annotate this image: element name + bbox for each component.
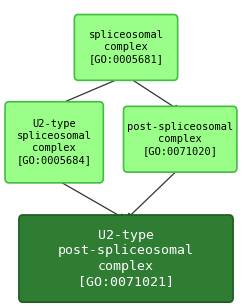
- FancyBboxPatch shape: [123, 106, 237, 172]
- FancyBboxPatch shape: [74, 15, 178, 80]
- Text: spliceosomal
complex
[GO:0005681]: spliceosomal complex [GO:0005681]: [88, 30, 164, 65]
- FancyBboxPatch shape: [19, 215, 233, 302]
- Text: U2-type
post-spliceosomal
complex
[GO:0071021]: U2-type post-spliceosomal complex [GO:00…: [58, 229, 194, 288]
- Text: U2-type
spliceosomal
complex
[GO:0005684]: U2-type spliceosomal complex [GO:0005684…: [17, 119, 92, 165]
- Text: post-spliceosomal
complex
[GO:0071020]: post-spliceosomal complex [GO:0071020]: [127, 122, 233, 156]
- FancyBboxPatch shape: [5, 102, 103, 183]
